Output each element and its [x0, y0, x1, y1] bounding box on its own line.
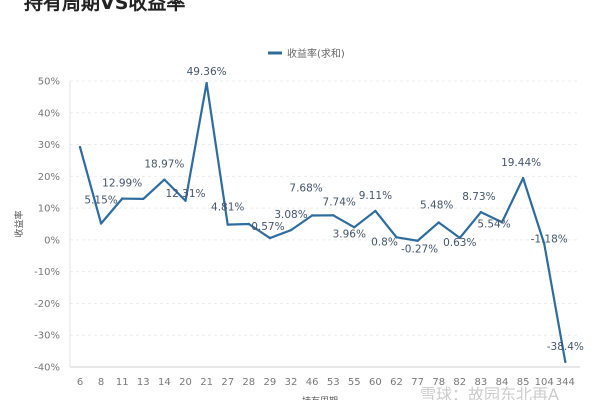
data-point [268, 236, 272, 240]
data-point [247, 222, 250, 226]
y-tick-label: 20% [38, 172, 60, 183]
x-tick-label: 6 [77, 377, 83, 388]
data-point [437, 221, 440, 224]
data-label: 12.31% [165, 188, 205, 200]
x-tick-label: 85 [517, 377, 530, 388]
y-tick-label: -30% [34, 331, 60, 342]
data-label: 12.99% [102, 178, 142, 190]
x-tick-label: 28 [242, 377, 255, 388]
x-tick-label: 11 [116, 377, 129, 388]
x-tick-label: 53 [327, 377, 340, 388]
data-point [99, 222, 103, 225]
data-label: 0.63% [443, 237, 476, 249]
x-tick-label: 29 [264, 377, 277, 388]
y-tick-label: -20% [34, 299, 60, 310]
x-tick-label: 32 [285, 377, 298, 388]
legend-label: 收益率(求和) [287, 47, 345, 60]
y-tick-label: 30% [38, 140, 60, 151]
data-point [458, 236, 461, 240]
data-point [121, 197, 124, 200]
x-tick-label: 344 [556, 377, 575, 388]
y-tick-label: -10% [34, 267, 60, 278]
y-tick-label: 40% [38, 108, 60, 119]
x-tick-label: 82 [453, 377, 466, 388]
data-point [78, 145, 82, 149]
data-point [163, 178, 166, 181]
data-point [564, 360, 567, 364]
data-point [479, 210, 483, 214]
data-point [332, 214, 335, 217]
x-tick-label: 104 [535, 377, 554, 388]
data-label: 5.54% [477, 218, 510, 230]
data-label: -0.27% [401, 244, 438, 256]
data-label: -1.18% [531, 234, 568, 246]
watermark: 雪球：故园东北再A [420, 385, 559, 400]
data-point [416, 239, 419, 242]
x-tick-label: 46 [306, 377, 319, 388]
data-point [543, 242, 546, 245]
x-tick-label: 21 [200, 377, 213, 388]
x-tick-label: 83 [475, 377, 488, 388]
data-label: 7.68% [289, 182, 322, 194]
data-point [226, 223, 229, 226]
x-tick-label: 62 [390, 377, 403, 388]
x-tick-label: 8 [98, 377, 104, 388]
data-label: 8.73% [462, 191, 495, 203]
data-label: -38.4% [547, 341, 584, 353]
data-label: 3.96% [333, 228, 366, 240]
chart-title: 持有周期VS收益率 [24, 0, 186, 14]
data-label: 18.97% [144, 159, 184, 171]
x-tick-label: 14 [158, 377, 171, 388]
data-label: 7.74% [323, 196, 356, 208]
data-label: 0.8% [371, 236, 398, 248]
data-label: 3.08% [274, 209, 307, 221]
x-tick-label: 13 [137, 377, 150, 388]
y-tick-label: 10% [38, 204, 60, 215]
data-point [500, 221, 504, 224]
x-axis-title: 持有周期 [302, 395, 338, 400]
data-label: 9.11% [359, 190, 392, 202]
data-point [395, 236, 398, 239]
y-axis-title: 收益率 [13, 210, 25, 237]
data-label: 19.44% [501, 157, 541, 169]
x-tick-label: 84 [496, 377, 509, 388]
data-label: 0.57% [251, 221, 284, 233]
data-label: 5.15% [84, 195, 117, 207]
data-point [521, 176, 525, 180]
data-point [184, 199, 187, 202]
x-tick-label: 77 [411, 377, 424, 388]
data-point [205, 81, 208, 85]
y-tick-label: -40% [34, 363, 60, 374]
series-line [78, 81, 567, 363]
x-tick-label: 78 [432, 377, 445, 388]
data-point [374, 209, 377, 213]
data-point [289, 228, 293, 232]
data-label: 49.36% [187, 66, 227, 78]
data-point [142, 197, 145, 201]
y-tick-label: 0% [44, 235, 60, 246]
x-tick-label: 20 [179, 377, 192, 388]
data-point [353, 226, 356, 229]
data-label: 4.81% [211, 202, 244, 214]
data-point [310, 214, 314, 217]
x-tick-label: 55 [348, 377, 361, 388]
x-tick-label: 27 [221, 377, 234, 388]
y-tick-label: 50% [38, 77, 60, 88]
data-label: 5.48% [420, 199, 453, 211]
x-tick-label: 60 [369, 377, 382, 388]
